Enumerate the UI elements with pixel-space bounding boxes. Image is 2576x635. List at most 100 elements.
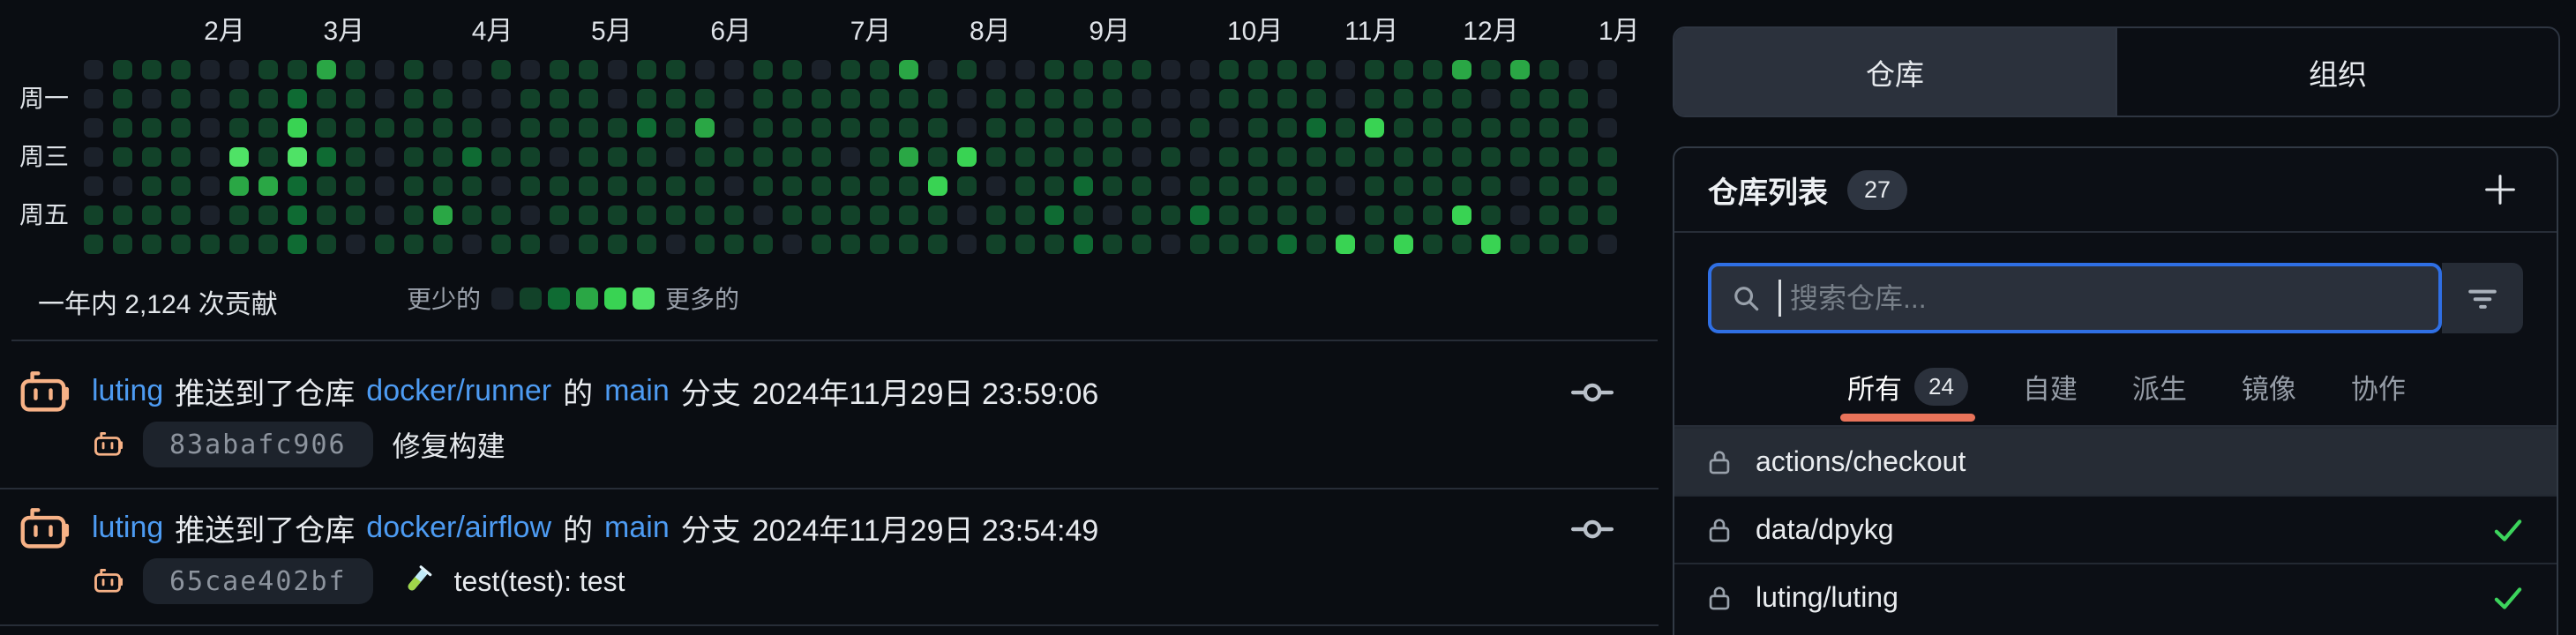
contribution-cell xyxy=(608,147,627,167)
contribution-cell xyxy=(841,118,860,138)
contribution-cell xyxy=(171,205,191,225)
feed-repo-link[interactable]: docker/runner xyxy=(366,373,552,407)
contribution-cell xyxy=(1277,89,1297,108)
user-avatar-robot-icon[interactable] xyxy=(16,365,71,420)
contribution-cell xyxy=(1219,60,1239,79)
repo-filter-tab[interactable]: 自建 xyxy=(2023,347,2078,425)
committer-robot-icon[interactable] xyxy=(92,429,124,460)
filter-tab-label: 所有 xyxy=(1847,373,1902,405)
contribution-cell xyxy=(1190,147,1209,167)
contribution-cell xyxy=(1423,118,1442,138)
contribution-cell xyxy=(1132,235,1151,254)
contribution-cell xyxy=(1539,118,1559,138)
repo-list: actions/checkout data/dpykg xyxy=(1674,427,2557,631)
contribution-cell xyxy=(812,147,831,167)
filter-button[interactable] xyxy=(2442,263,2523,333)
contribution-cell xyxy=(1569,60,1588,79)
contribution-cell xyxy=(753,60,773,79)
tab-repositories[interactable]: 仓库 xyxy=(1674,28,2115,116)
commit-hash-pill[interactable]: 65cae402bf xyxy=(143,558,373,604)
contribution-cell xyxy=(258,205,278,225)
repo-list-item[interactable]: actions/checkout xyxy=(1674,427,2557,495)
contribution-cell xyxy=(1074,176,1093,196)
feed-user-link[interactable]: luting xyxy=(92,373,164,407)
repo-filter-tab[interactable]: 所有 24 xyxy=(1840,347,1975,425)
repo-filter-tab[interactable]: 协作 xyxy=(2351,347,2406,425)
contribution-cell xyxy=(346,89,365,108)
contribution-cell xyxy=(200,118,220,138)
contribution-cell xyxy=(1481,147,1501,167)
contribution-cell xyxy=(1423,89,1442,108)
contribution-cell xyxy=(1510,147,1530,167)
contribution-cell xyxy=(142,118,161,138)
repo-list-item[interactable]: luting/luting xyxy=(1674,563,2557,631)
repo-list-header: 仓库列表 27 xyxy=(1674,148,2557,231)
committer-robot-icon[interactable] xyxy=(92,565,124,597)
contribution-cell xyxy=(462,176,482,196)
lock-icon xyxy=(1704,515,1734,545)
contribution-cell xyxy=(1510,176,1530,196)
contribution-cell xyxy=(1132,60,1151,79)
contribution-cell xyxy=(1074,205,1093,225)
contribution-cell xyxy=(1219,118,1239,138)
contribution-cell xyxy=(1365,235,1384,254)
contribution-cell xyxy=(986,147,1006,167)
feed-repo-link[interactable]: docker/airflow xyxy=(366,510,552,544)
user-avatar-robot-icon[interactable] xyxy=(16,502,71,557)
git-commit-icon[interactable] xyxy=(1570,507,1614,551)
repo-search-row xyxy=(1708,263,2523,333)
divider xyxy=(1674,425,2557,427)
contribution-cell xyxy=(783,176,802,196)
contribution-cell xyxy=(462,118,482,138)
heatmap-month-label: 1月 xyxy=(1598,17,1640,46)
git-commit-icon[interactable] xyxy=(1570,370,1614,415)
contribution-cell xyxy=(1539,235,1559,254)
heatmap-month-label: 3月 xyxy=(323,17,365,46)
legend-square xyxy=(632,287,655,310)
contribution-cell xyxy=(695,205,715,225)
contribution-cell xyxy=(608,118,627,138)
contribution-cell xyxy=(783,118,802,138)
contribution-cell xyxy=(1015,147,1035,167)
contribution-cell xyxy=(695,147,715,167)
tab-organizations[interactable]: 组织 xyxy=(2115,28,2558,116)
contribution-cell xyxy=(171,176,191,196)
contribution-cell xyxy=(1277,235,1297,254)
contribution-cell xyxy=(462,147,482,167)
contribution-cell xyxy=(753,118,773,138)
repo-filter-tab[interactable]: 镜像 xyxy=(2242,347,2296,425)
heatmap-day-label: 周五 xyxy=(19,201,69,228)
commit-hash-pill[interactable]: 83abafc906 xyxy=(143,422,373,467)
contribution-cell xyxy=(870,205,889,225)
contribution-cell xyxy=(113,118,132,138)
feed-branch-link[interactable]: main xyxy=(604,373,670,407)
feed-of-text: 的 xyxy=(563,377,594,411)
contribution-cell xyxy=(229,118,249,138)
contribution-cell xyxy=(1394,147,1413,167)
feed-item: luting 推送到了仓库 docker/airflow 的 main 分支 2… xyxy=(0,489,1659,626)
contribution-cell xyxy=(637,118,656,138)
add-repo-button[interactable] xyxy=(2477,167,2523,213)
repo-filter-tab[interactable]: 派生 xyxy=(2132,347,2187,425)
contribution-cell xyxy=(1598,205,1617,225)
contribution-cell xyxy=(1569,205,1588,225)
contribution-cell xyxy=(1219,89,1239,108)
repo-list-item[interactable]: data/dpykg xyxy=(1674,495,2557,563)
feed-action-text: 推送到了仓库 xyxy=(175,377,356,411)
legend-squares xyxy=(490,287,655,310)
contribution-cell xyxy=(491,176,511,196)
contribution-cell xyxy=(957,205,977,225)
contribution-cell xyxy=(1481,176,1501,196)
feed-branch-link[interactable]: main xyxy=(604,510,670,544)
contribution-cell xyxy=(1452,118,1471,138)
contribution-cell xyxy=(1539,89,1559,108)
contribution-cell xyxy=(142,147,161,167)
contribution-cell xyxy=(812,89,831,108)
contribution-cell xyxy=(200,89,220,108)
contribution-cell xyxy=(1248,235,1268,254)
repo-search-input[interactable] xyxy=(1790,281,2421,315)
contribution-cell xyxy=(928,176,947,196)
contribution-cell xyxy=(200,176,220,196)
contribution-cell xyxy=(491,118,511,138)
feed-user-link[interactable]: luting xyxy=(92,510,164,544)
